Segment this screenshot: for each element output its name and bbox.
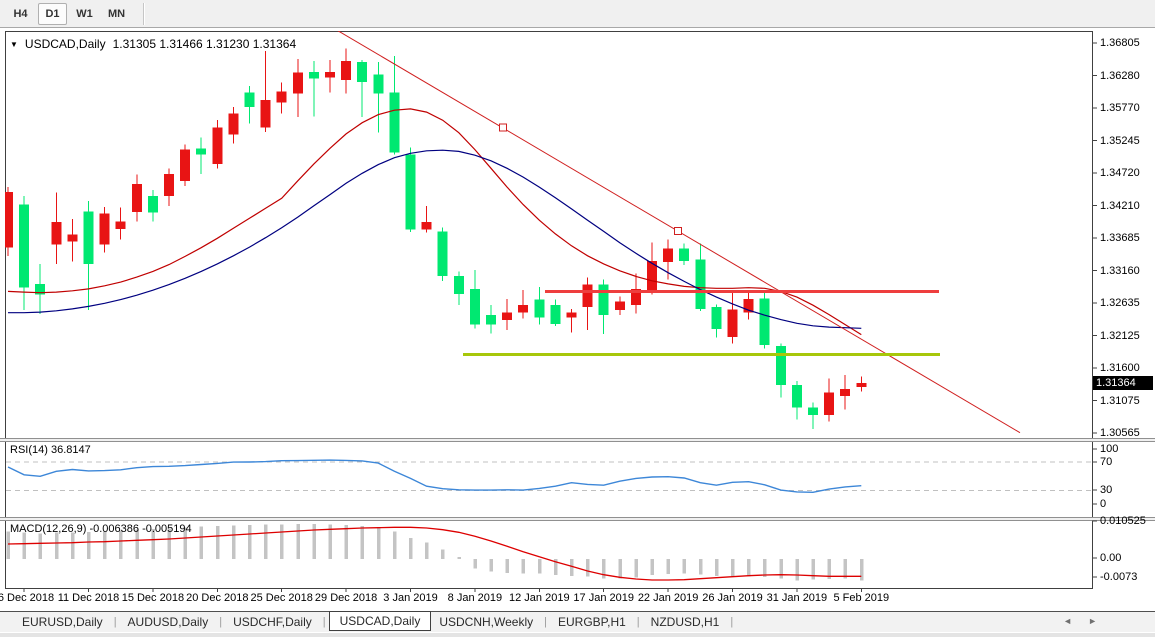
price-axis-label: 1.35770: [1100, 102, 1140, 114]
rsi-axis-label: 0: [1100, 498, 1107, 510]
macd-axis-label: -0.0073: [1100, 571, 1138, 583]
chart-tab-usdcad[interactable]: USDCAD,Daily: [328, 611, 432, 631]
chart-title: ▼ USDCAD,Daily 1.31305 1.31466 1.31230 1…: [10, 37, 296, 51]
date-axis-label: 25 Dec 2018: [250, 592, 313, 604]
chart-tab-strip: EURUSD,Daily | AUDUSD,Daily | USDCHF,Daily | U…: [0, 611, 1155, 632]
chart-tab-nzdusd[interactable]: NZDUSD,H1: [650, 615, 720, 629]
date-axis-label: 20 Dec 2018: [186, 592, 249, 604]
chart-tab-eurgbp[interactable]: EURGBP,H1: [557, 615, 626, 629]
price-axis-label: 1.34210: [1100, 199, 1140, 212]
price-axis-label: 1.36280: [1100, 69, 1140, 82]
tab-separator: |: [113, 616, 117, 628]
chart-tab-eurusd[interactable]: EURUSD,Daily: [22, 615, 103, 629]
time-axis[interactable]: [0, 589, 1155, 611]
timeframe-toolbar: H4 D1 W1 MN: [0, 0, 1155, 28]
plot-left-border: [5, 31, 6, 588]
timeframe-button-w1[interactable]: W1: [76, 7, 93, 20]
tab-scroll-right-button[interactable]: ►: [1088, 616, 1097, 626]
tab-separator: |: [322, 616, 326, 628]
tab-separator: |: [730, 616, 734, 628]
price-axis-label: 1.36805: [1100, 37, 1140, 49]
rsi-axis-label: 70: [1100, 456, 1113, 468]
plot-top-border: [5, 31, 1092, 32]
timeframe-button-mn[interactable]: MN: [107, 7, 126, 20]
date-axis-label: 31 Jan 2019: [766, 592, 828, 604]
macd-axis-label: 0.010525: [1100, 515, 1146, 527]
symbol-dropdown-icon[interactable]: ▼: [10, 39, 18, 49]
tab-separator: |: [219, 616, 223, 628]
rsi-indicator-label: RSI(14) 36.8147: [10, 444, 91, 456]
price-axis-label: 1.31600: [1100, 362, 1140, 374]
price-axis-label: 1.32635: [1100, 297, 1140, 309]
price-axis-label: 1.33160: [1100, 264, 1140, 277]
date-axis-label: 26 Jan 2019: [702, 592, 763, 604]
tab-scroll-arrows: ◄ ►: [1063, 616, 1097, 626]
date-axis-label: 29 Dec 2018: [314, 592, 378, 604]
chart-tab-usdcnh[interactable]: USDCNH,Weekly: [439, 615, 534, 629]
date-axis-label: 17 Jan 2019: [573, 592, 634, 604]
plot-right-border: [1092, 31, 1093, 588]
date-axis-label: 15 Dec 2018: [121, 592, 185, 604]
tab-scroll-left-button[interactable]: ◄: [1063, 616, 1073, 626]
chart-tab-audusd[interactable]: AUDUSD,Daily: [127, 615, 209, 629]
macd-indicator-label: MACD(12,26,9) -0.006386 -0.005194: [10, 523, 192, 535]
price-axis-label: 1.33685: [1100, 232, 1140, 244]
date-axis-label: 11 Dec 2018: [57, 592, 120, 604]
date-axis-label: 12 Jan 2019: [509, 592, 570, 604]
date-axis-label: 5 Feb 2019: [833, 592, 890, 604]
date-axis-label: 6 Dec 2018: [0, 592, 55, 604]
chart-symbol-label: USDCAD,Daily: [24, 37, 106, 51]
rsi-axis-label: 30: [1100, 484, 1113, 496]
price-axis-label: 1.35245: [1100, 134, 1140, 147]
price-axis-label: 1.31075: [1100, 394, 1140, 407]
panel-divider-rsi-macd[interactable]: [0, 517, 1155, 521]
price-axis[interactable]: [1093, 29, 1155, 611]
date-axis-label: 3 Jan 2019: [383, 592, 438, 604]
current-price-tag: 1.31364: [1093, 376, 1153, 390]
date-axis-label: 22 Jan 2019: [637, 592, 699, 604]
plot-bottom-border: [5, 588, 1093, 589]
timeframe-button-d1[interactable]: D1: [38, 2, 67, 25]
tab-separator: |: [636, 616, 640, 628]
chart-tab-usdchf[interactable]: USDCHF,Daily: [233, 615, 312, 629]
chart-ohlc-quote: 1.31305 1.31466 1.31230 1.31364: [112, 37, 297, 51]
macd-axis-label: 0.00: [1100, 552, 1122, 564]
price-axis-label: 1.34720: [1100, 167, 1140, 179]
rsi-axis-label: 100: [1100, 443, 1119, 455]
toolbar-separator: [143, 2, 145, 25]
tab-separator: |: [544, 616, 547, 628]
date-axis-label: 8 Jan 2019: [447, 592, 503, 604]
panel-divider-main-rsi[interactable]: [0, 438, 1155, 442]
timeframe-button-h4[interactable]: H4: [13, 7, 28, 20]
price-axis-label: 1.32125: [1100, 329, 1140, 342]
status-strip: [0, 632, 1155, 637]
price-axis-label: 1.30565: [1100, 427, 1140, 439]
main-chart-plot-area[interactable]: [5, 31, 1092, 588]
